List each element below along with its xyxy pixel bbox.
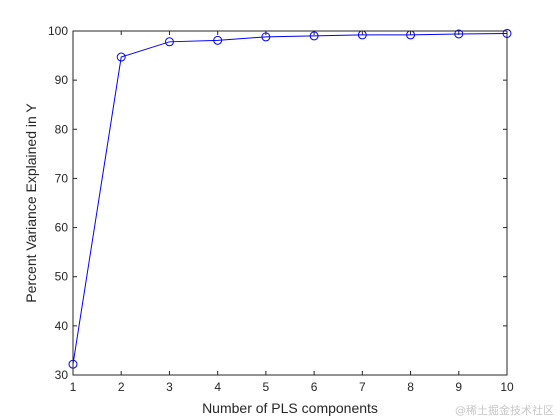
series-line (72, 32, 508, 365)
data-point-marker (116, 52, 126, 62)
y-tick-label: 30 (55, 368, 69, 382)
y-tick-label: 70 (55, 171, 69, 185)
x-tick-label: 7 (359, 380, 366, 394)
data-point-marker (454, 29, 464, 39)
plot-background (73, 31, 507, 375)
data-point-marker (261, 32, 271, 42)
x-tick-label: 5 (263, 380, 270, 394)
tick-labels: 1 2 3 4 5 6 7 8 9 10 30 40 50 60 70 80 90 100 (48, 24, 514, 394)
y-tick-label: 40 (55, 319, 69, 333)
x-tick-label: 4 (214, 380, 221, 394)
x-axis-label: Number of PLS components (202, 400, 378, 416)
data-point-marker (309, 31, 319, 41)
x-tick-label: 3 (166, 380, 173, 394)
y-tick-label: 80 (55, 122, 69, 136)
x-tick-label: 1 (70, 380, 77, 394)
y-tick-label: 50 (55, 270, 69, 284)
x-tick-label: 8 (407, 380, 414, 394)
y-tick-label: 90 (55, 73, 69, 87)
data-point-marker (164, 37, 174, 47)
x-tick-label: 2 (118, 380, 125, 394)
watermark-text: @稀土掘金技术社区 (455, 403, 554, 417)
x-tick-label: 9 (455, 380, 462, 394)
x-tick-label: 10 (500, 380, 514, 394)
plot-frame (72, 30, 508, 376)
y-tick-label: 60 (55, 221, 69, 235)
x-tick-label: 6 (311, 380, 318, 394)
y-axis-label: Percent Variance Explained in Y (23, 103, 39, 303)
data-point-marker (213, 35, 223, 45)
y-tick-label: 100 (48, 24, 68, 38)
